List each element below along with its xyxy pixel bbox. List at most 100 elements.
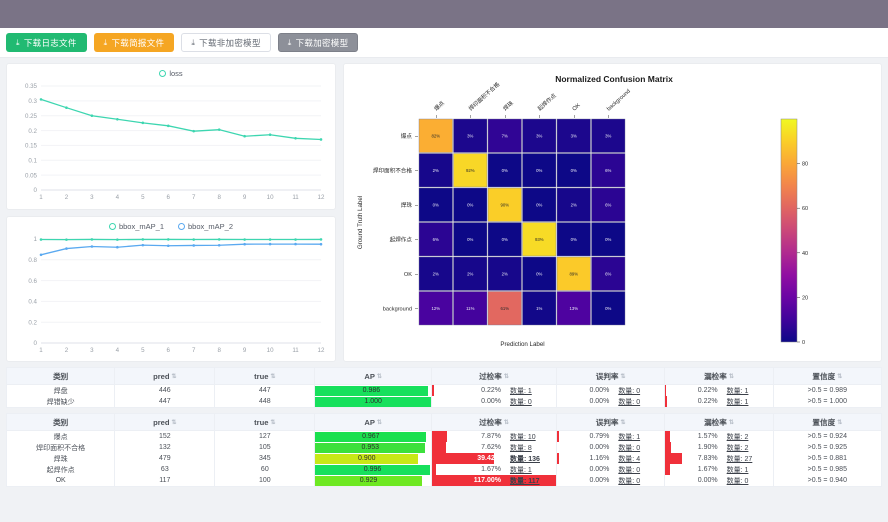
y-tick-label: 0 — [34, 187, 38, 194]
sort-icon[interactable]: ⇅ — [503, 374, 509, 380]
data-point[interactable] — [166, 124, 170, 128]
matrix-cell-value: 6% — [433, 237, 439, 242]
cell-miss-rate: 0.00% 数量: 0 — [664, 475, 774, 487]
column-header-false[interactable]: 误判率 ⇅ — [555, 367, 666, 385]
cell-true: 448 — [214, 396, 316, 408]
data-point[interactable] — [65, 237, 68, 241]
sort-icon[interactable]: ⇅ — [171, 374, 177, 380]
chart-title: Normalized Confusion Matrix — [555, 74, 673, 84]
column-header-conf[interactable]: 置信度 ⇅ — [772, 413, 883, 431]
data-point[interactable] — [268, 133, 272, 137]
data-point[interactable] — [319, 138, 323, 141]
sort-icon[interactable]: ⇅ — [620, 420, 626, 426]
legend-item-loss[interactable]: loss — [159, 69, 183, 78]
data-point[interactable] — [192, 237, 196, 241]
data-point[interactable] — [217, 237, 221, 241]
data-point[interactable] — [116, 117, 119, 121]
data-point[interactable] — [217, 128, 221, 131]
data-point[interactable] — [319, 237, 323, 241]
data-point[interactable] — [65, 106, 68, 109]
data-point[interactable] — [217, 243, 221, 247]
rate-count: 数量: 0 — [618, 466, 641, 474]
column-header-true[interactable]: true ⇅ — [214, 413, 316, 431]
table-row[interactable]: 焊印面积不合格 132 105 0.953 7.62% 数量: 8 0.00% 数量: 0 1.… — [5, 442, 883, 453]
column-header-true[interactable]: true ⇅ — [214, 367, 316, 385]
column-header-over[interactable]: 过检率 ⇅ — [430, 367, 557, 385]
data-point[interactable] — [192, 129, 196, 133]
column-header-miss[interactable]: 漏检率 ⇅ — [664, 413, 774, 431]
sort-icon[interactable]: ⇅ — [728, 374, 734, 380]
column-header-false[interactable]: 误判率 ⇅ — [555, 413, 666, 431]
ap-bar: 0.996 — [315, 464, 430, 475]
data-point[interactable] — [116, 237, 119, 241]
rate-value: 0.00% — [589, 466, 610, 473]
cell-class: 焊错缺少 — [5, 396, 116, 408]
matrix-cell — [453, 153, 488, 188]
data-point[interactable] — [192, 243, 196, 247]
column-header-pred[interactable]: pred ⇅ — [114, 367, 216, 385]
data-point[interactable] — [268, 242, 272, 245]
data-point[interactable] — [39, 237, 43, 241]
data-point[interactable] — [65, 246, 68, 250]
data-point[interactable] — [319, 242, 323, 245]
ap-bar: 0.900 — [315, 453, 419, 464]
table-row[interactable]: 焊错缺少 447 448 1.000 0.00% 数量: 0 0.00% 数量: 0 0.22%… — [5, 396, 883, 408]
column-header-conf[interactable]: 置信度 ⇅ — [772, 367, 883, 385]
data-point[interactable] — [294, 237, 297, 241]
rate-count: 数量: 0 — [618, 387, 641, 395]
data-point[interactable] — [141, 243, 145, 246]
download-icon: ⤓ — [287, 37, 292, 47]
cell-ap: 0.900 — [314, 453, 432, 464]
download-encrypted-model-button[interactable]: ⤓ 下载加密模型 — [277, 33, 359, 52]
sort-icon[interactable]: ⇅ — [270, 374, 276, 380]
sort-icon[interactable]: ⇅ — [376, 374, 382, 380]
data-point[interactable] — [90, 244, 94, 248]
rate-value: 39.42% — [477, 455, 501, 462]
matrix-cell-value: 89% — [569, 271, 578, 276]
table-row[interactable]: 起焊作点 63 60 0.996 1.67% 数量: 1 0.00% 数量: 0 1.67% 数量… — [5, 464, 883, 475]
column-header-over[interactable]: 过检率 ⇅ — [430, 413, 557, 431]
data-point[interactable] — [243, 134, 246, 138]
data-point[interactable] — [294, 242, 297, 245]
sort-icon[interactable]: ⇅ — [728, 420, 734, 426]
data-point[interactable] — [166, 243, 170, 247]
data-point[interactable] — [39, 253, 43, 256]
data-point[interactable] — [166, 237, 170, 241]
cell-true: 100 — [214, 475, 316, 487]
data-point[interactable] — [39, 98, 43, 101]
data-point[interactable] — [268, 237, 272, 241]
data-point[interactable] — [243, 242, 246, 245]
sort-icon[interactable]: ⇅ — [376, 420, 382, 426]
data-point[interactable] — [294, 136, 297, 140]
sort-icon[interactable]: ⇅ — [171, 420, 177, 426]
table-row[interactable]: 爆点 152 127 0.967 7.87% 数量: 10 0.79% 数量: 1 1.57% 数… — [5, 430, 883, 442]
data-point[interactable] — [141, 237, 145, 241]
legend-item-bbox_mAP_2[interactable]: bbox_mAP_2 — [178, 222, 233, 231]
table-row[interactable]: 焊珠 479 345 0.900 39.42% 数量: 136 1.16% 数量: 4 7.83… — [5, 453, 883, 464]
legend-item-bbox_mAP_1[interactable]: bbox_mAP_1 — [108, 222, 164, 231]
data-point[interactable] — [90, 114, 94, 118]
sort-icon[interactable]: ⇅ — [270, 420, 276, 426]
map-legend: bbox_mAP_1 bbox_mAP_2 — [7, 222, 335, 231]
data-point[interactable] — [116, 245, 119, 249]
download-summary-file-button[interactable]: ⤓ 下载简报文件 — [93, 33, 175, 52]
column-header-ap[interactable]: AP ⇅ — [314, 367, 432, 385]
matrix-cell — [556, 291, 591, 326]
sort-icon[interactable]: ⇅ — [837, 420, 843, 426]
matrix-cell — [556, 187, 591, 222]
sort-icon[interactable]: ⇅ — [837, 374, 843, 380]
column-header-pred[interactable]: pred ⇅ — [114, 413, 216, 431]
sort-icon[interactable]: ⇅ — [503, 420, 509, 426]
download-unencrypted-model-button[interactable]: ⤓ 下载非加密模型 — [181, 33, 271, 52]
cell-miss-rate: 1.57% 数量: 2 — [664, 430, 774, 442]
data-point[interactable] — [90, 237, 94, 241]
table-row[interactable]: OK 117 100 0.929 117.00% 数量: 117 0.00% 数量: 0 0.0… — [5, 475, 883, 487]
table-row[interactable]: 焊盘 446 447 0.986 0.22% 数量: 1 0.00% 数量: 0 0.22% 数量… — [5, 384, 883, 396]
rate-count: 数量: 2 — [726, 433, 749, 441]
column-header-ap[interactable]: AP ⇅ — [314, 413, 432, 431]
sort-icon[interactable]: ⇅ — [620, 374, 626, 380]
download-log-file-button[interactable]: ⤓ 下载日志文件 — [6, 33, 87, 52]
column-header-miss[interactable]: 漏检率 ⇅ — [664, 367, 774, 385]
data-point[interactable] — [243, 237, 246, 241]
data-point[interactable] — [141, 121, 145, 125]
